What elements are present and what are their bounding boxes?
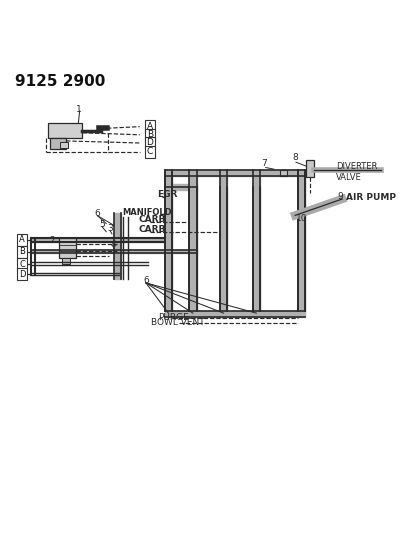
Polygon shape	[62, 259, 70, 264]
Text: A: A	[19, 236, 25, 245]
Text: 2: 2	[50, 236, 55, 245]
Text: MANIFOLD: MANIFOLD	[122, 208, 172, 217]
Text: D: D	[147, 139, 153, 148]
Polygon shape	[279, 171, 287, 176]
Text: B: B	[147, 130, 153, 139]
Text: AIR PUMP: AIR PUMP	[346, 193, 396, 203]
Polygon shape	[60, 142, 68, 148]
Text: EGR: EGR	[157, 190, 177, 199]
Text: D: D	[19, 270, 25, 279]
Polygon shape	[59, 238, 76, 259]
Polygon shape	[50, 138, 66, 149]
Text: 3: 3	[107, 224, 113, 233]
Text: DIVERTER
VALVE: DIVERTER VALVE	[336, 162, 377, 182]
Text: C: C	[19, 260, 25, 269]
Text: C: C	[147, 148, 153, 157]
Polygon shape	[306, 160, 314, 176]
Polygon shape	[48, 123, 83, 138]
Text: 9: 9	[337, 192, 343, 201]
Text: 6: 6	[143, 276, 149, 285]
Text: CARB: CARB	[139, 225, 166, 234]
Text: CARB: CARB	[139, 214, 166, 223]
Text: B: B	[19, 247, 25, 256]
Text: 9125 2900: 9125 2900	[15, 74, 105, 90]
Text: 5: 5	[99, 220, 105, 229]
Text: 1: 1	[76, 104, 81, 114]
Text: BOWL VENT: BOWL VENT	[151, 318, 205, 327]
Text: PURGE: PURGE	[158, 313, 189, 322]
Text: 6: 6	[95, 209, 101, 218]
Text: 7: 7	[262, 159, 268, 168]
Text: 8: 8	[292, 153, 298, 162]
Text: 10: 10	[296, 214, 307, 223]
Text: A: A	[147, 122, 153, 131]
Text: 4: 4	[110, 239, 116, 248]
